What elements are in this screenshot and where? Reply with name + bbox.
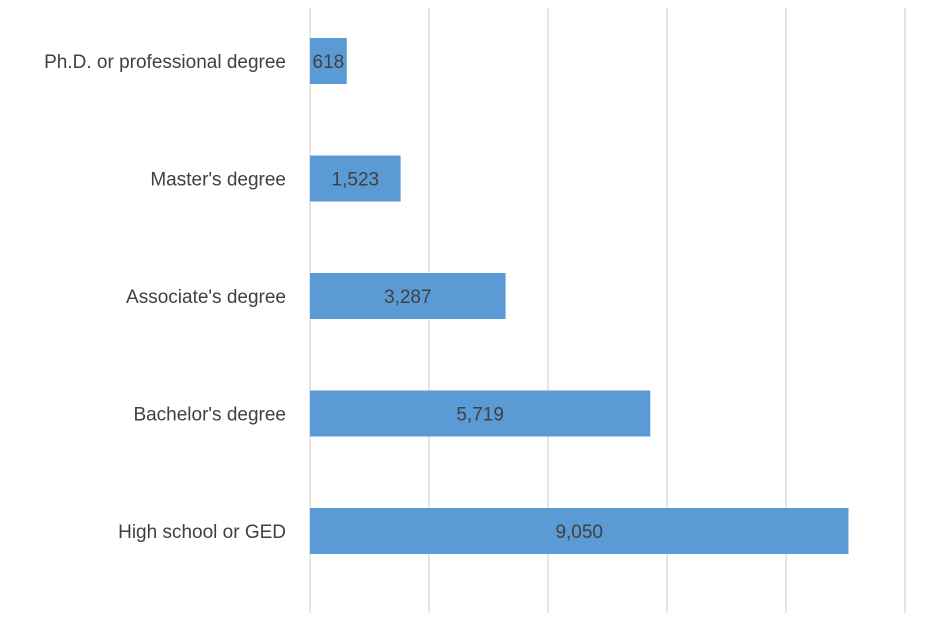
- category-label: Bachelor's degree: [133, 405, 286, 426]
- category-label: Associate's degree: [126, 287, 286, 308]
- data-label: 618: [313, 52, 345, 73]
- category-label: High school or GED: [118, 522, 286, 543]
- data-label: 9,050: [555, 522, 603, 543]
- category-label: Ph.D. or professional degree: [44, 52, 286, 73]
- data-label: 3,287: [384, 287, 432, 308]
- category-labels: High school or GED Bachelor's degree Assoc…: [44, 52, 286, 543]
- data-label: 1,523: [332, 170, 380, 191]
- data-label: 5,719: [456, 405, 504, 426]
- category-label: Master's degree: [150, 170, 286, 191]
